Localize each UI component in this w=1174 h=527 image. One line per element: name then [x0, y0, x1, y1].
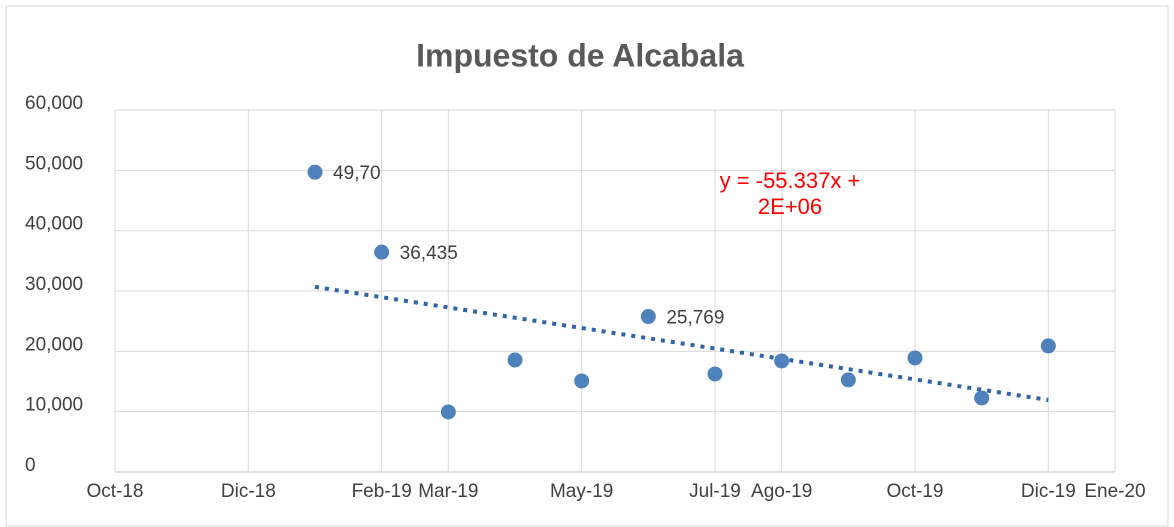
data-point — [707, 366, 723, 382]
data-label: 25,769 — [666, 308, 724, 329]
x-tick-label: Dic-18 — [221, 481, 276, 502]
data-point — [440, 404, 456, 420]
data-point — [1040, 338, 1056, 354]
trendline-equation: y = -55.337x + 2E+06 — [719, 168, 861, 219]
data-label: 36,435 — [400, 243, 458, 264]
chart-border — [5, 5, 1169, 527]
y-tick-label: 20,000 — [25, 334, 83, 355]
data-point — [307, 164, 323, 180]
y-tick-label: 50,000 — [25, 153, 83, 174]
x-tick-label: May-19 — [550, 481, 613, 502]
y-tick-label: 10,000 — [25, 395, 83, 416]
data-point — [574, 373, 590, 389]
x-tick-label: Jul-19 — [689, 481, 741, 502]
y-tick-label: 30,000 — [25, 274, 83, 295]
data-point — [774, 353, 790, 369]
data-point — [907, 350, 923, 366]
x-tick-label: Ene-20 — [1084, 481, 1145, 502]
data-point — [840, 372, 856, 388]
x-tick-label: Oct-19 — [886, 481, 943, 502]
x-tick-label: Mar-19 — [418, 481, 478, 502]
x-tick-label: Oct-18 — [86, 481, 143, 502]
data-point — [507, 352, 523, 368]
x-tick-label: Feb-19 — [352, 481, 412, 502]
x-tick-label: Ago-19 — [751, 481, 812, 502]
data-point — [374, 244, 390, 260]
y-tick-label: 40,000 — [25, 214, 83, 235]
data-point — [640, 309, 656, 325]
data-label: 49,70 — [333, 163, 381, 184]
data-point — [974, 390, 990, 406]
x-tick-label: Dic-19 — [1021, 481, 1076, 502]
y-tick-label: 60,000 — [25, 93, 83, 114]
y-tick-label: 0 — [25, 455, 36, 476]
trendline — [314, 284, 1049, 402]
chart-title: Impuesto de Alcabala — [416, 37, 744, 73]
